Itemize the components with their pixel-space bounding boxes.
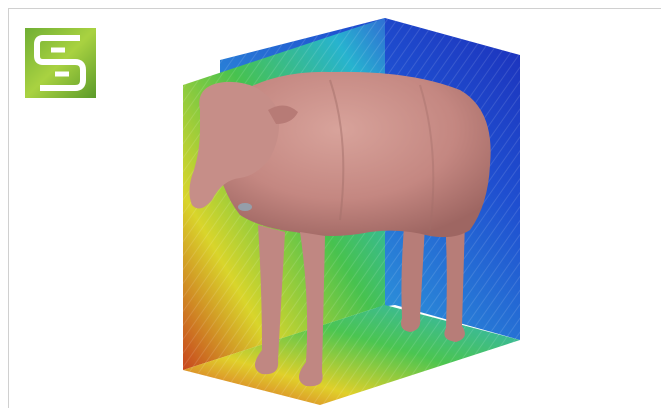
- s-logo-icon: [25, 28, 96, 98]
- sheep-model: [189, 71, 491, 387]
